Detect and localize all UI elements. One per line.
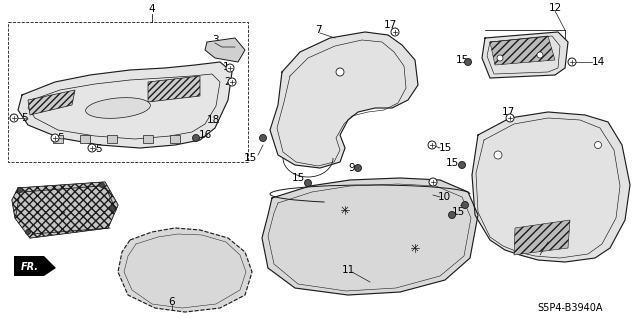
Text: 3: 3 bbox=[212, 35, 218, 45]
Polygon shape bbox=[18, 62, 232, 148]
Circle shape bbox=[465, 58, 472, 65]
Circle shape bbox=[99, 182, 104, 188]
Polygon shape bbox=[205, 38, 245, 62]
Circle shape bbox=[458, 161, 465, 168]
Circle shape bbox=[228, 78, 236, 86]
Circle shape bbox=[391, 28, 399, 36]
Polygon shape bbox=[118, 228, 252, 312]
Text: 7: 7 bbox=[315, 25, 321, 35]
Text: 13: 13 bbox=[541, 235, 555, 245]
Polygon shape bbox=[12, 182, 118, 238]
Bar bbox=[80, 135, 90, 143]
Text: FR.: FR. bbox=[21, 262, 39, 272]
Polygon shape bbox=[490, 36, 555, 65]
Text: 18: 18 bbox=[206, 115, 220, 125]
Text: 6: 6 bbox=[169, 297, 175, 307]
Text: 14: 14 bbox=[591, 57, 605, 67]
Text: 4: 4 bbox=[148, 4, 156, 14]
Text: 15: 15 bbox=[243, 153, 257, 163]
Text: 16: 16 bbox=[198, 130, 212, 140]
Circle shape bbox=[497, 55, 503, 61]
Text: 12: 12 bbox=[548, 3, 562, 13]
Bar bbox=[143, 135, 153, 143]
Bar bbox=[53, 135, 63, 143]
Circle shape bbox=[17, 188, 22, 192]
Bar bbox=[170, 135, 180, 143]
Polygon shape bbox=[482, 32, 568, 78]
Text: 15: 15 bbox=[445, 158, 459, 168]
Circle shape bbox=[109, 205, 115, 211]
Circle shape bbox=[88, 144, 96, 152]
Circle shape bbox=[537, 52, 543, 58]
Text: 8: 8 bbox=[49, 215, 55, 225]
Text: 9: 9 bbox=[349, 163, 355, 173]
Circle shape bbox=[51, 134, 59, 142]
Circle shape bbox=[226, 64, 234, 72]
Text: 15: 15 bbox=[456, 55, 468, 65]
Circle shape bbox=[506, 114, 514, 122]
Text: 2: 2 bbox=[225, 77, 231, 87]
Circle shape bbox=[305, 180, 312, 187]
Polygon shape bbox=[28, 90, 75, 115]
Bar bbox=[107, 135, 117, 143]
Text: 11: 11 bbox=[341, 265, 355, 275]
Polygon shape bbox=[262, 178, 478, 295]
Text: 10: 10 bbox=[437, 192, 451, 202]
Circle shape bbox=[494, 151, 502, 159]
Bar bbox=[8, 22, 248, 162]
Circle shape bbox=[429, 178, 437, 186]
Polygon shape bbox=[14, 256, 56, 276]
Polygon shape bbox=[270, 32, 418, 168]
Text: 15: 15 bbox=[438, 143, 452, 153]
Text: 15: 15 bbox=[445, 200, 459, 210]
Circle shape bbox=[10, 114, 18, 122]
Text: 17: 17 bbox=[383, 20, 397, 30]
Circle shape bbox=[568, 58, 576, 66]
Polygon shape bbox=[12, 182, 118, 238]
Circle shape bbox=[461, 202, 468, 209]
Circle shape bbox=[26, 229, 31, 234]
Circle shape bbox=[336, 68, 344, 76]
Circle shape bbox=[595, 142, 602, 149]
Polygon shape bbox=[148, 76, 200, 102]
Circle shape bbox=[355, 165, 362, 172]
Circle shape bbox=[428, 141, 436, 149]
Circle shape bbox=[193, 135, 200, 142]
Polygon shape bbox=[514, 220, 570, 255]
Text: 15: 15 bbox=[291, 173, 305, 183]
Text: S5P4-B3940A: S5P4-B3940A bbox=[537, 303, 603, 313]
Text: 5: 5 bbox=[95, 144, 101, 154]
Polygon shape bbox=[472, 112, 630, 262]
Text: 5: 5 bbox=[22, 113, 28, 123]
Text: 17: 17 bbox=[501, 107, 515, 117]
Circle shape bbox=[449, 211, 456, 219]
Circle shape bbox=[259, 135, 266, 142]
Text: 15: 15 bbox=[451, 207, 465, 217]
Ellipse shape bbox=[86, 98, 150, 118]
Text: 5: 5 bbox=[57, 133, 63, 143]
Text: 1: 1 bbox=[223, 62, 229, 72]
